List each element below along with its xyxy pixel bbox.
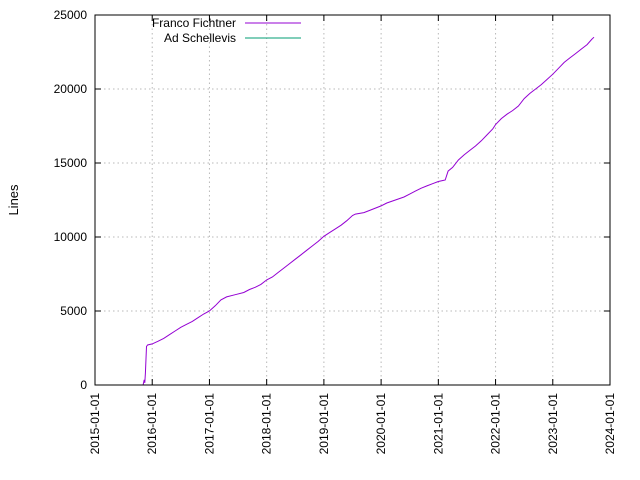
y-tick-label: 10000 bbox=[54, 230, 88, 244]
y-tick-label: 15000 bbox=[54, 156, 88, 170]
x-tick-label: 2024-01-01 bbox=[603, 393, 617, 455]
x-tick-label: 2015-01-01 bbox=[88, 393, 102, 455]
legend-label: Franco Fichtner bbox=[152, 16, 236, 30]
y-tick-label: 0 bbox=[80, 378, 87, 392]
plot-border bbox=[94, 14, 611, 386]
y-tick-label: 25000 bbox=[54, 8, 88, 22]
x-tick-label: 2019-01-01 bbox=[317, 393, 331, 455]
x-tick-label: 2016-01-01 bbox=[145, 393, 159, 455]
x-tick-label: 2022-01-01 bbox=[489, 393, 503, 455]
x-tick-label: 2017-01-01 bbox=[202, 393, 216, 455]
y-tick-label: 5000 bbox=[60, 304, 87, 318]
x-tick-label: 2023-01-01 bbox=[546, 393, 560, 455]
series-line-franco-fichtner bbox=[142, 36, 595, 386]
x-tick-label: 2020-01-01 bbox=[374, 393, 388, 455]
x-tick-label: 2021-01-01 bbox=[431, 393, 445, 455]
y-tick-label: 20000 bbox=[54, 82, 88, 96]
y-axis-label: Lines bbox=[6, 184, 21, 216]
legend-label: Ad Schellevis bbox=[164, 31, 236, 45]
x-tick-label: 2018-01-01 bbox=[260, 393, 274, 455]
